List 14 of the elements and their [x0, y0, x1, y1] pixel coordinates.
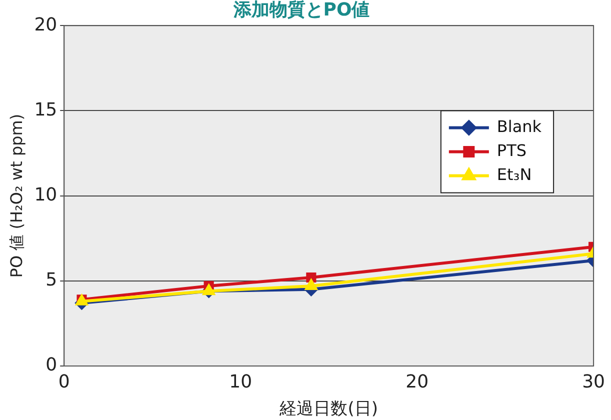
y-tick-label: 0: [46, 354, 58, 376]
x-tick-label: 20: [406, 371, 429, 392]
x-axis-title: 経過日数(日): [278, 399, 378, 420]
chart-title: 添加物質とPO値: [232, 0, 370, 20]
y-tick-label: 20: [34, 14, 58, 36]
y-tick-label: 10: [34, 184, 58, 206]
legend-label: Et₃N: [496, 164, 532, 184]
y-tick-label: 15: [34, 99, 58, 120]
y-axis-title: PO 値 (H₂O₂ wt ppm): [6, 114, 26, 278]
legend-label: Blank: [496, 116, 542, 136]
x-tick-label: 10: [229, 371, 252, 392]
y-tick-label: 5: [46, 270, 58, 291]
legend-label: PTS: [496, 140, 526, 160]
x-tick-label: 30: [582, 371, 605, 392]
